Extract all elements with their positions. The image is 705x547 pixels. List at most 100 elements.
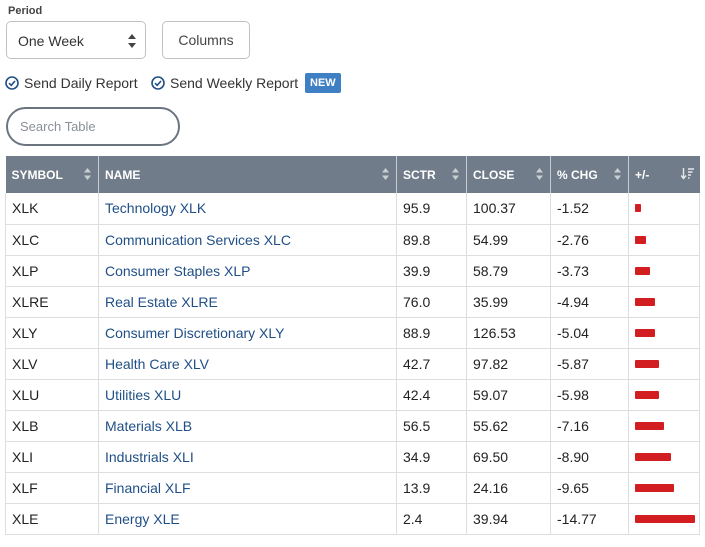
cell-name[interactable]: Utilities XLU	[98, 379, 397, 411]
period-select-value: One Week	[18, 33, 84, 49]
cell-symbol: XLK	[5, 193, 99, 225]
table-row[interactable]: XLF Financial XLF 13.9 24.16 -9.65	[5, 472, 700, 504]
send-weekly-report-toggle[interactable]: Send Weekly Report	[151, 73, 298, 93]
sort-icon	[452, 168, 459, 180]
cell-name[interactable]: Consumer Staples XLP	[98, 255, 397, 287]
check-circle-icon	[5, 76, 19, 90]
table-row[interactable]: XLC Communication Services XLC 89.8 54.99 -2…	[5, 224, 700, 256]
change-bar	[635, 235, 646, 244]
column-header-symbol-label: SYMBOL	[11, 167, 63, 182]
change-bar	[635, 328, 655, 337]
cell-sctr: 42.4	[396, 379, 467, 411]
sort-icon	[84, 168, 91, 180]
table-row[interactable]: XLU Utilities XLU 42.4 59.07 -5.98	[5, 379, 700, 411]
cell-name[interactable]: Communication Services XLC	[98, 224, 397, 256]
columns-button[interactable]: Columns	[162, 21, 250, 59]
cell-close: 59.07	[466, 379, 551, 411]
table-row[interactable]: XLI Industrials XLI 34.9 69.50 -8.90	[5, 441, 700, 473]
cell-change-bar	[628, 503, 700, 535]
cell-change-bar	[628, 286, 700, 318]
cell-symbol: XLI	[5, 441, 99, 473]
cell-pct-chg: -4.94	[550, 286, 629, 318]
cell-pct-chg: -2.76	[550, 224, 629, 256]
change-bar	[635, 483, 674, 492]
change-bar	[635, 421, 664, 430]
cell-change-bar	[628, 317, 700, 349]
send-weekly-report-label: Send Weekly Report	[170, 75, 299, 91]
cell-name[interactable]: Health Care XLV	[98, 348, 397, 380]
cell-name[interactable]: Energy XLE	[98, 503, 397, 535]
cell-symbol: XLF	[5, 472, 99, 504]
cell-pct-chg: -5.04	[550, 317, 629, 349]
select-arrows-icon	[128, 34, 136, 48]
change-bar	[635, 204, 641, 213]
cell-change-bar	[628, 224, 700, 256]
cell-name[interactable]: Real Estate XLRE	[98, 286, 397, 318]
period-label: Period	[8, 5, 43, 17]
cell-change-bar	[628, 379, 700, 411]
change-bar	[635, 390, 659, 399]
cell-sctr: 88.9	[396, 317, 467, 349]
cell-pct-chg: -7.16	[550, 410, 629, 442]
cell-close: 54.99	[466, 224, 551, 256]
table-row[interactable]: XLB Materials XLB 56.5 55.62 -7.16	[5, 410, 700, 442]
cell-close: 35.99	[466, 286, 551, 318]
table-row[interactable]: XLRE Real Estate XLRE 76.0 35.99 -4.94	[5, 286, 700, 318]
column-header-name[interactable]: NAME	[98, 156, 397, 193]
cell-name[interactable]: Materials XLB	[98, 410, 397, 442]
table-row[interactable]: XLY Consumer Discretionary XLY 88.9 126.53-…	[5, 317, 700, 349]
cell-change-bar	[628, 410, 700, 442]
cell-pct-chg: -3.73	[550, 255, 629, 287]
search-input[interactable]	[6, 107, 180, 146]
cell-sctr: 95.9	[396, 193, 467, 225]
column-header-pct-chg[interactable]: % CHG	[550, 156, 629, 193]
sort-icon	[614, 168, 621, 180]
cell-sctr: 34.9	[396, 441, 467, 473]
cell-name[interactable]: Industrials XLI	[98, 441, 397, 473]
table-row[interactable]: XLK Technology XLK 95.9 100.37 -1.52	[5, 193, 700, 225]
cell-close: 69.50	[466, 441, 551, 473]
column-header-symbol[interactable]: SYMBOL	[5, 156, 99, 193]
cell-symbol: XLY	[5, 317, 99, 349]
table-row[interactable]: XLE Energy XLE 2.4 39.94 -14.77	[5, 503, 700, 535]
cell-symbol: XLV	[5, 348, 99, 380]
cell-name[interactable]: Financial XLF	[98, 472, 397, 504]
cell-change-bar	[628, 193, 700, 225]
cell-symbol: XLRE	[5, 286, 99, 318]
send-daily-report-toggle[interactable]: Send Daily Report	[5, 73, 138, 93]
cell-pct-chg: -5.87	[550, 348, 629, 380]
cell-sctr: 2.4	[396, 503, 467, 535]
cell-name[interactable]: Technology XLK	[98, 193, 397, 225]
table-header-row: SYMBOL NAME SCTR CLOSE % CHG	[5, 156, 700, 193]
cell-symbol: XLB	[5, 410, 99, 442]
change-bar	[635, 514, 695, 523]
change-bar	[635, 266, 650, 275]
table-row[interactable]: XLP Consumer Staples XLP 39.9 58.79 -3.73	[5, 255, 700, 287]
cell-name[interactable]: Consumer Discretionary XLY	[98, 317, 397, 349]
column-header-plus-minus-label: +/-	[635, 167, 650, 182]
period-select[interactable]: One Week	[6, 21, 146, 59]
cell-close: 100.37	[466, 193, 551, 225]
send-daily-report-label: Send Daily Report	[24, 75, 138, 91]
sector-table: SYMBOL NAME SCTR CLOSE % CHG	[5, 156, 700, 535]
cell-close: 97.82	[466, 348, 551, 380]
column-header-plus-minus[interactable]: +/-	[628, 156, 700, 193]
cell-sctr: 39.9	[396, 255, 467, 287]
cell-change-bar	[628, 348, 700, 380]
change-bar	[635, 452, 671, 461]
column-header-name-label: NAME	[105, 167, 141, 182]
cell-close: 55.62	[466, 410, 551, 442]
new-badge: NEW	[305, 73, 341, 93]
column-header-sctr-label: SCTR	[403, 167, 436, 182]
cell-symbol: XLU	[5, 379, 99, 411]
change-bar	[635, 359, 659, 368]
cell-change-bar	[628, 441, 700, 473]
cell-symbol: XLC	[5, 224, 99, 256]
table-row[interactable]: XLV Health Care XLV 42.7 97.82 -5.87	[5, 348, 700, 380]
column-header-sctr[interactable]: SCTR	[396, 156, 467, 193]
cell-sctr: 42.7	[396, 348, 467, 380]
cell-close: 58.79	[466, 255, 551, 287]
column-header-close[interactable]: CLOSE	[466, 156, 551, 193]
cell-sctr: 13.9	[396, 472, 467, 504]
cell-change-bar	[628, 472, 700, 504]
